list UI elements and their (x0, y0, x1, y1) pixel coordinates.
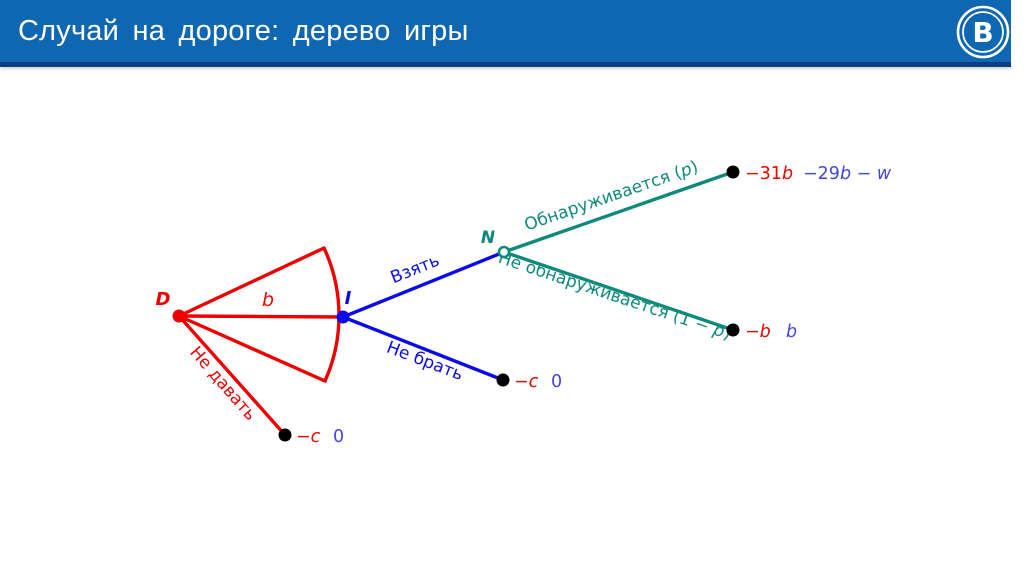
edge-not-detected-label: Не обнаруживается (1 − p) (496, 248, 734, 344)
terminal-not-give-payoff-blue: 0 (333, 427, 344, 447)
logo-letter: В (972, 16, 993, 49)
edge-give-b (177, 314, 345, 319)
terminal-not-take (496, 373, 510, 387)
terminal-not-take-payoff-blue: 0 (551, 372, 562, 392)
fan-top-boundary (177, 246, 326, 318)
logo-inner-ring (962, 11, 1004, 53)
terminal-detected-payoff-red: −31b (745, 164, 793, 184)
terminal-not-detected (726, 323, 740, 337)
hse-logo: В (956, 5, 1010, 59)
edge-not-give-label: Не давать (185, 343, 260, 425)
edge-not-take-label: Не брать (384, 338, 466, 385)
fan-bottom-boundary (177, 314, 327, 383)
node-D (172, 309, 186, 323)
edge-detected-label: Обнаруживается (p) (522, 157, 701, 235)
node-N-label: N (481, 228, 495, 248)
header-accent-strip (0, 62, 1011, 67)
edge-detected (502, 170, 735, 254)
node-D-label: D (156, 289, 171, 310)
node-I (336, 310, 350, 324)
edge-not-detected (502, 250, 735, 332)
edge-not-take (341, 315, 505, 382)
terminal-detected-payoff-blue: −29b − w (803, 164, 892, 184)
terminal-detected (726, 165, 740, 179)
terminal-not-give-payoff-red: −c (296, 427, 321, 447)
terminal-not-detected-payoff-red: −b (745, 322, 771, 342)
edge-take-label: Взять (388, 251, 443, 289)
terminal-not-give (278, 428, 292, 442)
node-I-label: I (345, 288, 352, 309)
edge-not-give (177, 314, 287, 437)
page-title: Случай на дороге: дерево игры (18, 14, 469, 47)
logo-outer-ring (956, 5, 1010, 59)
terminal-not-take-payoff-red: −c (514, 372, 539, 392)
edge-take (341, 250, 506, 319)
node-N (497, 245, 511, 259)
fan-arc (322, 246, 341, 383)
terminal-not-detected-payoff-blue: b (786, 322, 797, 342)
edge-give-b-label: b (262, 289, 274, 311)
slide-header: Случай на дороге: дерево игры (0, 0, 1011, 62)
